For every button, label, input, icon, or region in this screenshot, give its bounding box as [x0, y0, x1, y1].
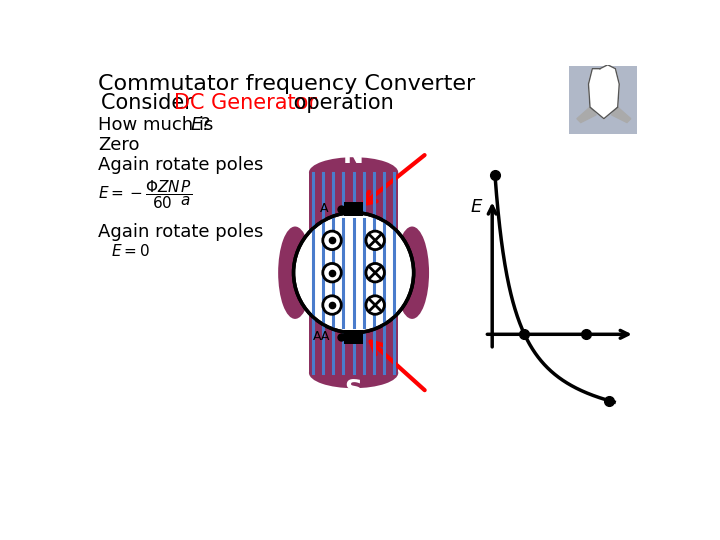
Circle shape: [366, 264, 384, 282]
Text: $E$: $E$: [470, 198, 483, 216]
Circle shape: [294, 213, 414, 333]
Text: DC Generator: DC Generator: [174, 93, 318, 113]
Text: N: N: [343, 144, 364, 167]
Text: operation: operation: [287, 93, 393, 113]
Polygon shape: [577, 107, 596, 123]
Polygon shape: [588, 65, 619, 119]
Text: AA: AA: [312, 330, 330, 343]
Ellipse shape: [278, 226, 312, 319]
Text: Zero: Zero: [98, 137, 140, 154]
Circle shape: [323, 296, 341, 314]
Bar: [344, 202, 363, 215]
Text: $E = -\dfrac{\Phi ZN}{60}\dfrac{P}{a}$: $E = -\dfrac{\Phi ZN}{60}\dfrac{P}{a}$: [98, 178, 192, 211]
Bar: [344, 330, 363, 343]
Ellipse shape: [395, 226, 429, 319]
Text: Again rotate poles: Again rotate poles: [98, 222, 264, 241]
Text: $E$: $E$: [189, 116, 203, 133]
Text: A: A: [320, 202, 328, 215]
Text: How much is: How much is: [98, 116, 219, 133]
Text: Consider: Consider: [101, 93, 199, 113]
Bar: [570, 66, 637, 134]
Circle shape: [323, 264, 341, 282]
Circle shape: [366, 231, 384, 249]
Text: Commutator frequency Converter: Commutator frequency Converter: [98, 74, 475, 94]
Text: S: S: [345, 378, 363, 402]
Text: $E = 0$: $E = 0$: [111, 244, 150, 259]
Text: Again rotate poles: Again rotate poles: [98, 156, 264, 174]
Ellipse shape: [309, 357, 398, 388]
Circle shape: [323, 231, 341, 249]
Text: +: +: [351, 329, 364, 344]
Text: −: −: [351, 201, 364, 217]
Circle shape: [366, 296, 384, 314]
Ellipse shape: [309, 157, 398, 188]
Polygon shape: [611, 107, 631, 123]
Bar: [309, 173, 398, 373]
Text: ?: ?: [200, 116, 210, 133]
